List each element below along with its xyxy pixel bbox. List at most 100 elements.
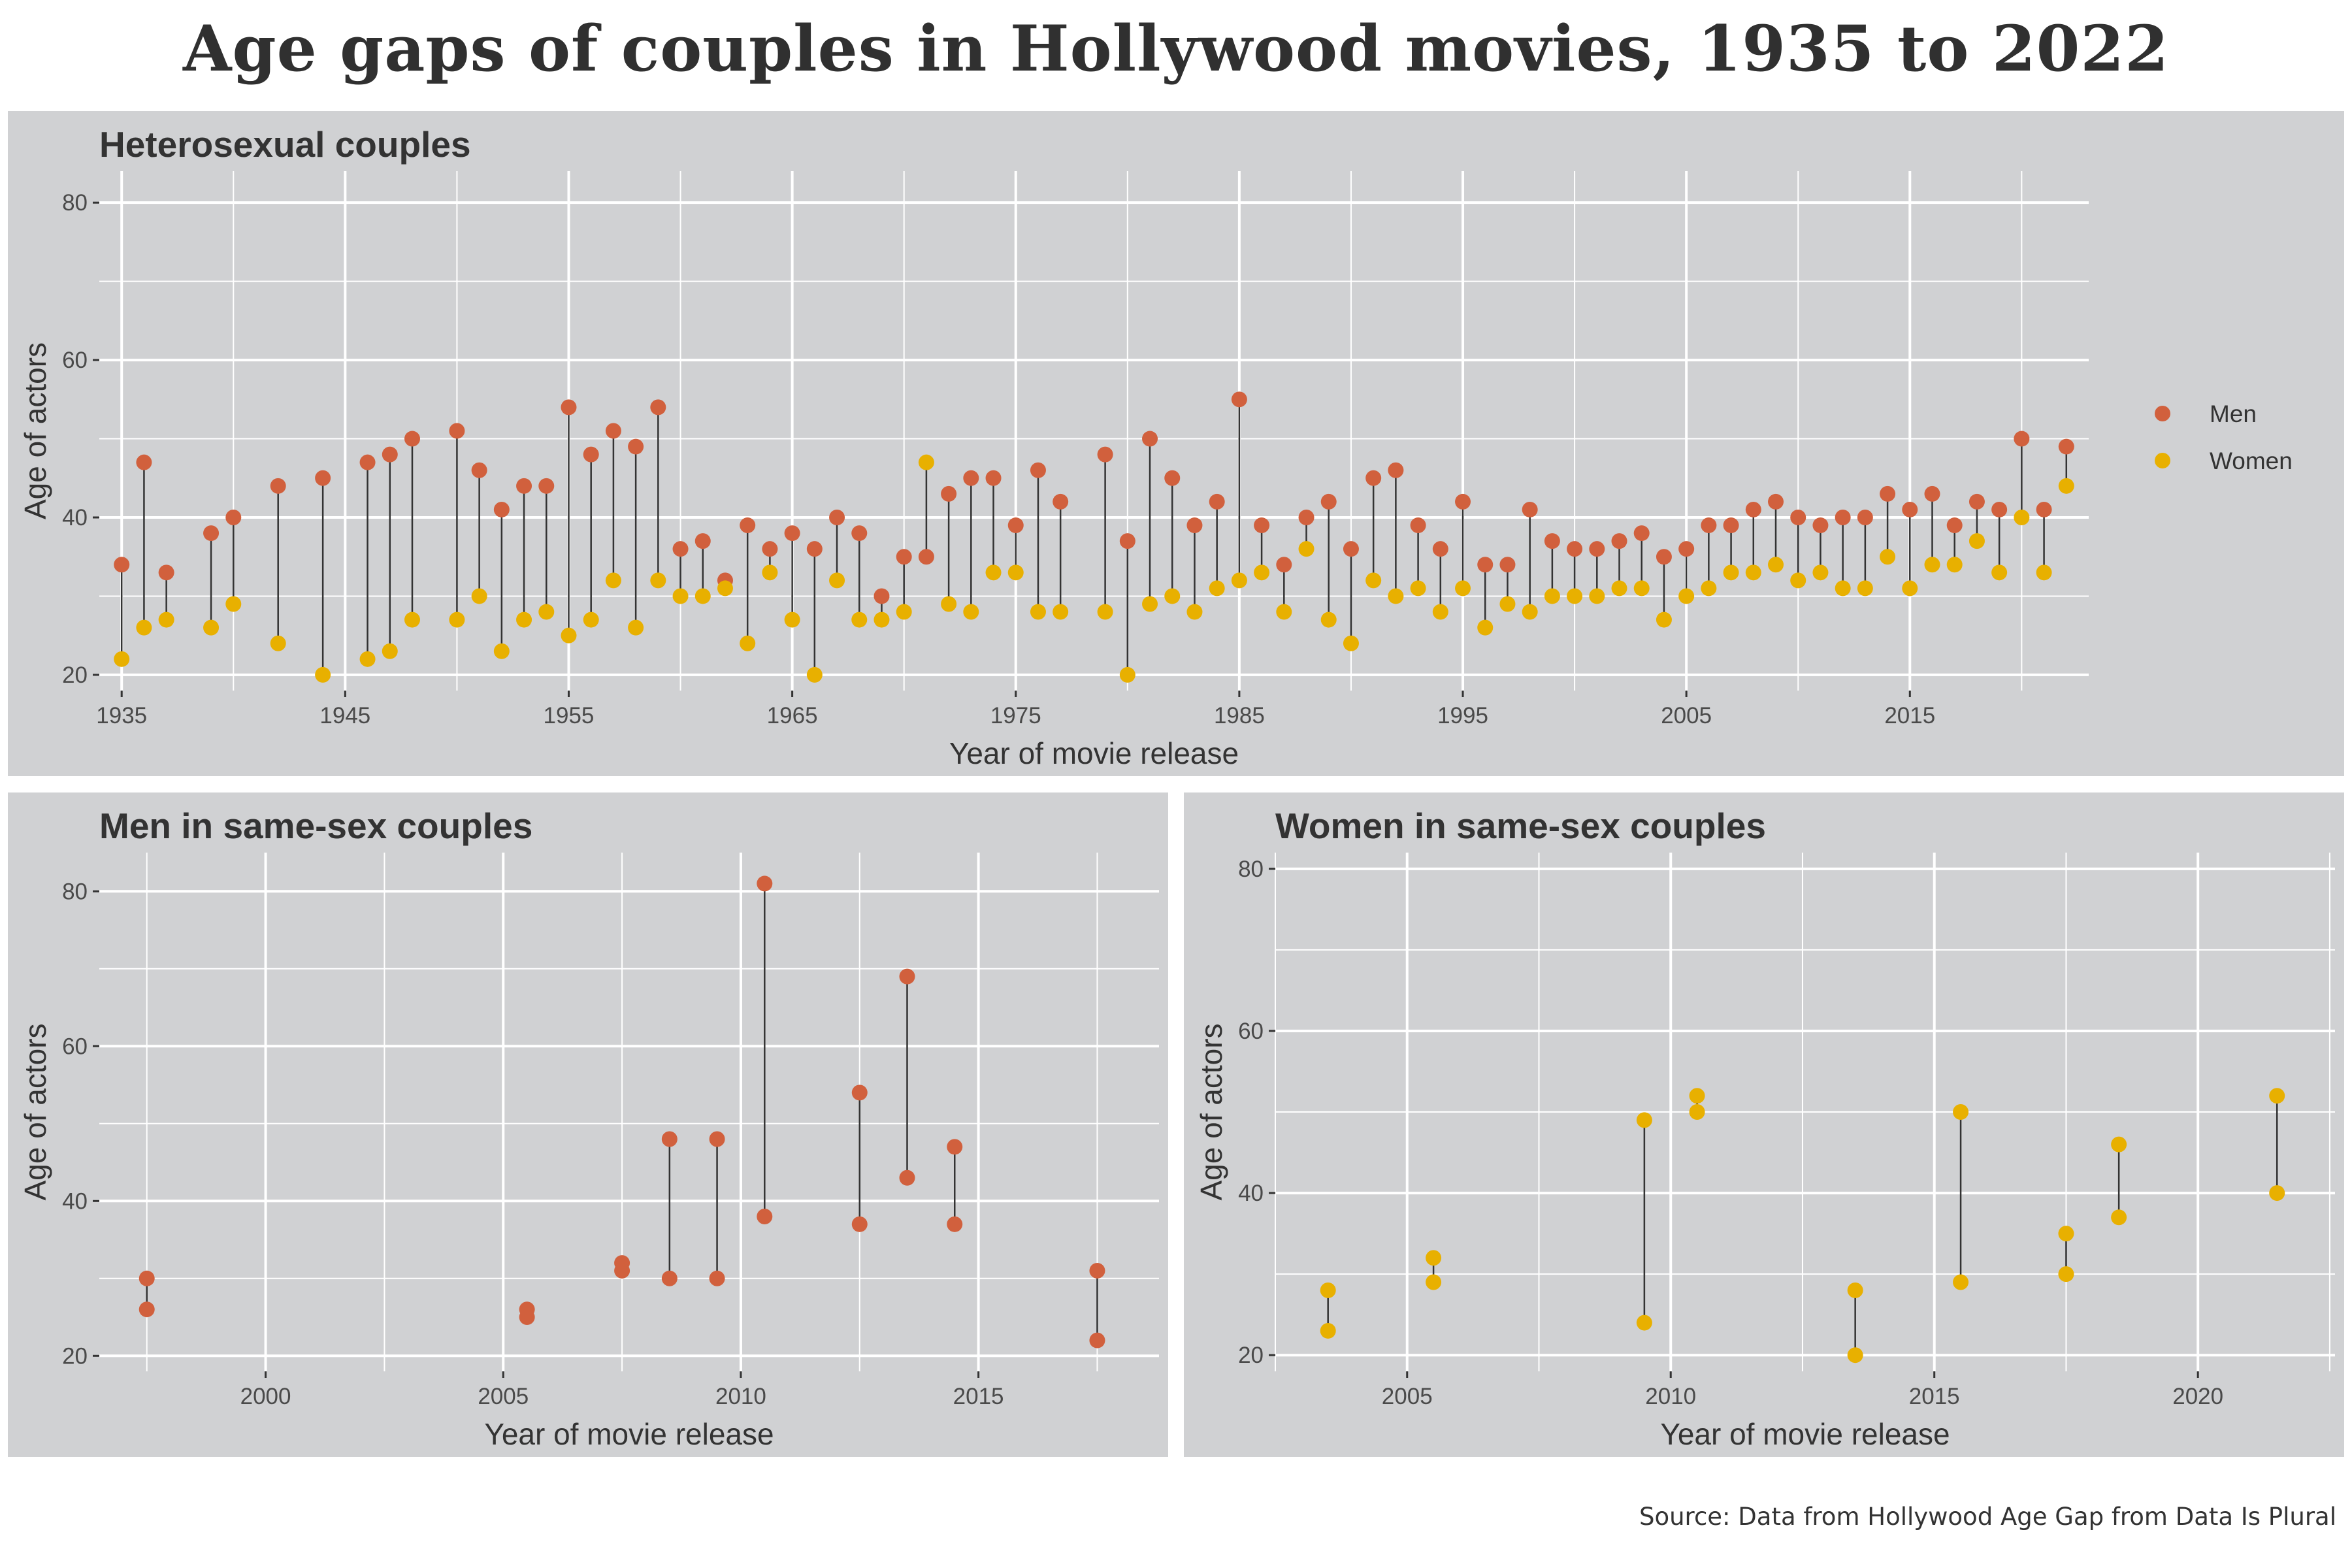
women-point: [1499, 596, 1516, 612]
women-point: [672, 588, 689, 604]
men-point: [851, 1216, 868, 1232]
men-point: [1924, 485, 1940, 502]
women-point: [1835, 580, 1851, 596]
x-tick-label: 2010: [715, 1384, 766, 1409]
men-point: [1633, 525, 1650, 542]
x-tick-label: 1995: [1437, 703, 1488, 728]
women-point: [1388, 588, 1404, 604]
x-tick-label: 1955: [544, 703, 595, 728]
women-point: [851, 612, 868, 628]
men-point: [605, 423, 621, 439]
men-point: [740, 517, 756, 534]
women-point: [404, 612, 420, 628]
men-point: [270, 478, 286, 494]
x-tick-label: 2005: [1661, 703, 1712, 728]
women-point: [941, 596, 957, 612]
women-point: [225, 596, 242, 612]
women-point: [583, 612, 599, 628]
y-tick-label: 20: [62, 662, 88, 688]
men-point: [1209, 493, 1225, 510]
women-point: [650, 572, 666, 589]
women-point: [1953, 1274, 1969, 1290]
x-tick-label: 1945: [319, 703, 370, 728]
men-point: [538, 478, 555, 494]
men-point: [874, 588, 890, 604]
men-point: [709, 1270, 725, 1286]
women-point: [1689, 1104, 1705, 1120]
women-point: [1847, 1282, 1863, 1298]
men-point: [757, 875, 773, 892]
men-point: [1388, 462, 1404, 478]
panel-title: Heterosexual couples: [99, 124, 471, 165]
women-point: [114, 651, 130, 667]
women-point: [2058, 478, 2074, 494]
men-point: [1030, 462, 1046, 478]
men-point: [661, 1131, 678, 1147]
women-point: [1030, 604, 1046, 620]
women-point: [1968, 533, 1985, 549]
women-point: [1701, 580, 1717, 596]
y-tick-label: 80: [62, 190, 88, 216]
men-point: [1567, 541, 1583, 557]
women-point: [270, 635, 286, 651]
x-tick-label: 2005: [1382, 1384, 1433, 1409]
men-point: [1857, 510, 1873, 525]
men-point: [1053, 493, 1069, 510]
men-point: [225, 510, 242, 525]
men-point: [315, 470, 331, 486]
heterosexual-couples-panel: 1935 1945 1955 1965 1975 1985 1995 2005 2015 20 40…: [8, 111, 2344, 776]
women-point: [1857, 580, 1873, 596]
women-point: [1007, 564, 1024, 581]
men-point: [851, 525, 868, 542]
women-point: [561, 627, 577, 644]
men-point: [1701, 517, 1717, 534]
x-tick-label: 2005: [478, 1384, 529, 1409]
women-point: [1745, 564, 1761, 581]
men-point: [1812, 517, 1829, 534]
women-point: [1812, 564, 1829, 581]
y-tick-label: 40: [62, 1188, 88, 1214]
women-point: [2269, 1185, 2285, 1201]
men-point: [650, 399, 666, 416]
men-point: [404, 431, 420, 447]
men-point: [1768, 493, 1784, 510]
men-point: [1880, 485, 1896, 502]
y-tick-label: 60: [1238, 1019, 1264, 1044]
men-point: [1723, 517, 1739, 534]
men-point: [1902, 501, 1918, 517]
y-tick-label: 20: [1238, 1343, 1264, 1368]
women-point: [985, 564, 1002, 581]
women-point: [1320, 612, 1337, 628]
women-point: [493, 643, 510, 659]
women-point: [1209, 580, 1225, 596]
men-point: [139, 1270, 155, 1286]
women-point: [1636, 1112, 1652, 1128]
men-point: [1231, 391, 1247, 408]
women-point: [359, 651, 376, 667]
women-point: [762, 564, 778, 581]
women-point: [2269, 1088, 2285, 1104]
men-point: [1790, 510, 1806, 525]
women-point: [2111, 1136, 2127, 1152]
women-point: [1053, 604, 1069, 620]
women-point: [538, 604, 555, 620]
women-point: [1678, 588, 1695, 604]
x-tick-label: 1965: [767, 703, 818, 728]
women-point: [963, 604, 979, 620]
women-point: [1589, 588, 1605, 604]
x-tick-label: 2010: [1645, 1384, 1696, 1409]
women-point: [2036, 564, 2052, 581]
men-point: [1142, 431, 1158, 447]
women-point: [918, 454, 934, 470]
men-point: [2036, 501, 2052, 517]
women-point: [203, 619, 220, 636]
men-point: [628, 438, 644, 455]
women-point: [784, 612, 800, 628]
legend-label-men: Men: [2210, 400, 2257, 427]
men-point: [985, 470, 1002, 486]
women-point: [2058, 1226, 2074, 1242]
women-point: [1320, 1282, 1336, 1298]
women-point: [315, 666, 331, 683]
y-tick-label: 80: [62, 879, 88, 904]
men-point: [516, 478, 532, 494]
